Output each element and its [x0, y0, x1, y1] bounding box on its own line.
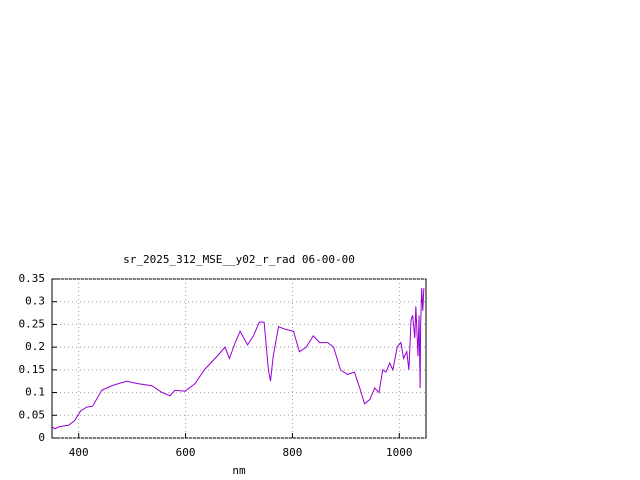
- x-tick-label: 600: [176, 446, 196, 459]
- y-tick-label: 0.35: [19, 272, 46, 285]
- y-tick-label: 0.25: [19, 317, 46, 330]
- y-tick-label: 0.15: [19, 363, 46, 376]
- x-tick-label: 400: [69, 446, 89, 459]
- x-tick-label: 1000: [386, 446, 413, 459]
- y-tick-label: 0.3: [25, 295, 45, 308]
- y-tick-label: 0.1: [25, 386, 45, 399]
- y-tick-label: 0: [38, 431, 45, 444]
- y-tick-label: 0.05: [19, 408, 46, 421]
- chart-title: sr_2025_312_MSE__y02_r_rad 06-00-00: [123, 253, 355, 266]
- x-axis-label: nm: [232, 464, 246, 477]
- y-tick-label: 0.2: [25, 340, 45, 353]
- data-line: [51, 288, 425, 430]
- x-tick-label: 800: [282, 446, 302, 459]
- plot-frame: [51, 278, 427, 439]
